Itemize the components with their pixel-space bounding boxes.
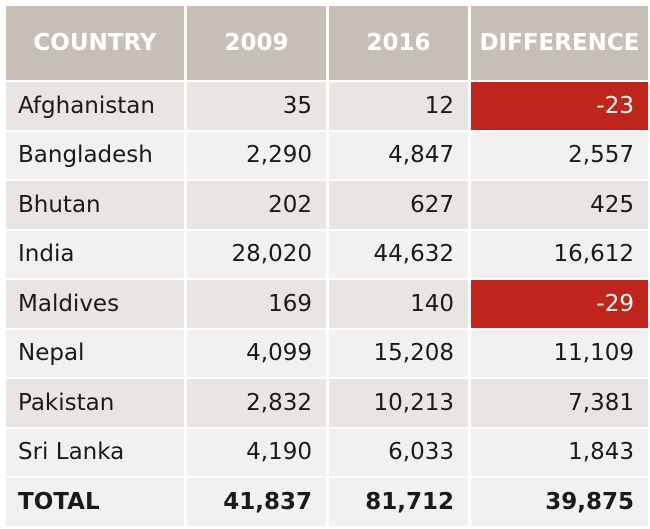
- cell-country: India: [6, 230, 184, 278]
- cell-2009: 4,099: [187, 329, 326, 377]
- cell-difference: -29: [471, 280, 648, 328]
- header-2016: 2016: [329, 6, 468, 80]
- cell-2016: 6,033: [329, 428, 468, 476]
- total-2016: 81,712: [329, 478, 468, 526]
- cell-difference: 2,557: [471, 131, 648, 179]
- cell-difference: 7,381: [471, 379, 648, 427]
- total-difference: 39,875: [471, 478, 648, 526]
- cell-country: Sri Lanka: [6, 428, 184, 476]
- header-difference: DIFFERENCE: [471, 6, 648, 80]
- cell-2016: 12: [329, 82, 468, 130]
- cell-difference: 1,843: [471, 428, 648, 476]
- cell-2009: 2,832: [187, 379, 326, 427]
- cell-difference: 425: [471, 181, 648, 229]
- cell-difference: -23: [471, 82, 648, 130]
- cell-2016: 140: [329, 280, 468, 328]
- cell-2009: 169: [187, 280, 326, 328]
- header-country: COUNTRY: [6, 6, 184, 80]
- cell-country: Nepal: [6, 329, 184, 377]
- data-table: COUNTRY 2009 2016 DIFFERENCE Afghanistan…: [6, 6, 648, 526]
- cell-2016: 10,213: [329, 379, 468, 427]
- cell-2016: 44,632: [329, 230, 468, 278]
- total-label: TOTAL: [6, 478, 184, 526]
- cell-2016: 15,208: [329, 329, 468, 377]
- cell-2016: 627: [329, 181, 468, 229]
- cell-country: Maldives: [6, 280, 184, 328]
- cell-2009: 4,190: [187, 428, 326, 476]
- cell-difference: 11,109: [471, 329, 648, 377]
- cell-country: Bhutan: [6, 181, 184, 229]
- header-2009: 2009: [187, 6, 326, 80]
- cell-2016: 4,847: [329, 131, 468, 179]
- cell-2009: 28,020: [187, 230, 326, 278]
- cell-difference: 16,612: [471, 230, 648, 278]
- total-2009: 41,837: [187, 478, 326, 526]
- cell-2009: 202: [187, 181, 326, 229]
- cell-country: Pakistan: [6, 379, 184, 427]
- cell-country: Afghanistan: [6, 82, 184, 130]
- cell-country: Bangladesh: [6, 131, 184, 179]
- cell-2009: 35: [187, 82, 326, 130]
- cell-2009: 2,290: [187, 131, 326, 179]
